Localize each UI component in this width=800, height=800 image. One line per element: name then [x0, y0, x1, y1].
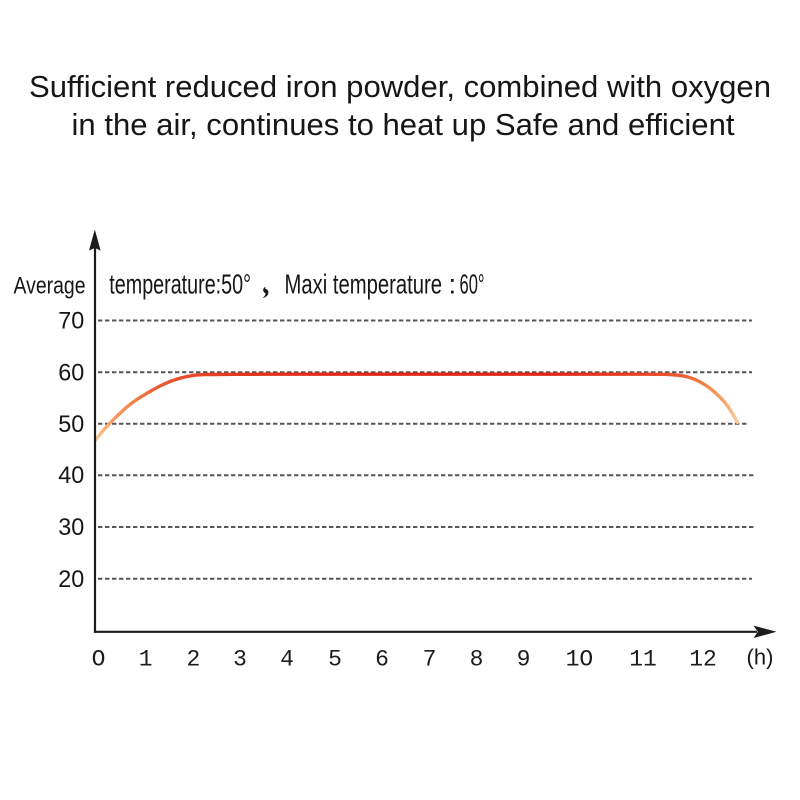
svg-text:11: 11: [629, 647, 657, 673]
svg-text:Maxi temperature: Maxi temperature: [285, 269, 443, 300]
svg-text:3: 3: [233, 647, 247, 673]
svg-text:5: 5: [328, 647, 342, 673]
svg-text:30: 30: [58, 514, 84, 541]
svg-text:Average: Average: [14, 273, 86, 300]
svg-text:(h): (h): [747, 645, 774, 670]
svg-text:Sufficient reduced iron powder: Sufficient reduced iron powder, combined…: [29, 69, 771, 104]
svg-text:9: 9: [517, 647, 531, 673]
svg-text:70: 70: [58, 308, 84, 335]
svg-text:12: 12: [689, 647, 717, 673]
svg-text:60°: 60°: [460, 269, 485, 300]
svg-text:20: 20: [58, 566, 84, 593]
svg-text:in the air, continues to heat: in the air, continues to heat up Safe an…: [72, 107, 735, 142]
svg-text:50: 50: [58, 411, 84, 438]
svg-text::: :: [449, 269, 457, 300]
svg-text:O: O: [92, 647, 106, 673]
svg-text:6: 6: [375, 647, 389, 673]
svg-text:2: 2: [186, 647, 200, 673]
svg-text:temperature:50°: temperature:50°: [109, 269, 251, 300]
svg-text:60: 60: [58, 359, 84, 386]
svg-text:1O: 1O: [566, 647, 594, 673]
svg-text:7: 7: [423, 647, 437, 673]
svg-text:4: 4: [280, 647, 294, 673]
svg-text:1: 1: [139, 647, 153, 673]
svg-text:8: 8: [470, 647, 484, 673]
svg-text:40: 40: [58, 462, 84, 489]
